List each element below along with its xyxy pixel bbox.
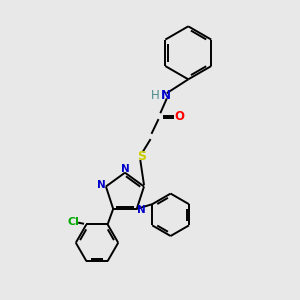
Text: N: N: [97, 180, 105, 190]
Text: Cl: Cl: [67, 217, 79, 227]
Text: S: S: [137, 150, 146, 163]
Text: N: N: [137, 206, 146, 215]
Text: N: N: [160, 89, 171, 102]
Text: N: N: [121, 164, 129, 174]
Text: H: H: [151, 89, 159, 102]
Text: O: O: [174, 110, 184, 123]
